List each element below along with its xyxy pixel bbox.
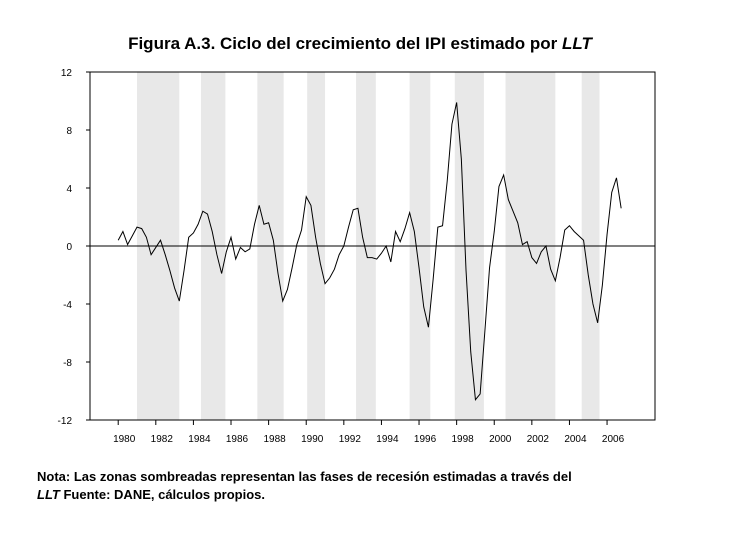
x-tick-label: 1982 [151, 434, 174, 445]
y-tick-label: -12 [58, 416, 73, 427]
x-tick-label: 1988 [263, 434, 286, 445]
y-tick-label: 0 [66, 242, 72, 253]
x-tick-label: 1998 [452, 434, 475, 445]
plot-frame [89, 71, 656, 421]
x-tick-label: 1992 [339, 434, 362, 445]
chart-title: Figura A.3. Ciclo del crecimiento del IP… [128, 34, 593, 53]
series-line [117, 102, 622, 401]
y-tick-label: 8 [66, 126, 72, 137]
x-tick-label: 1986 [226, 434, 249, 445]
note-emphasis: LLT [37, 487, 61, 502]
x-tick-label: 1996 [414, 434, 437, 445]
y-tick-label: 12 [61, 68, 73, 79]
x-tick-label: 1994 [376, 434, 399, 445]
note-text: Fuente: DANE, cálculos propios. [63, 487, 265, 502]
y-tick-label: 4 [66, 184, 72, 195]
note: Nota: Las zonas sombreadas representan l… [37, 469, 572, 484]
x-tick-label: 2002 [527, 434, 550, 445]
note: LLT Fuente: DANE, cálculos propios. [37, 487, 265, 502]
plot-area: -12 -8 -4 0 4 8 12 1980 1982 1984 1986 1988 1990 1992… [58, 68, 656, 445]
x-tick-label: 2004 [564, 434, 587, 445]
x-tick-label: 2006 [602, 434, 625, 445]
x-tick-label: 1990 [301, 434, 324, 445]
x-tick-label: 1980 [113, 434, 136, 445]
y-tick-label: -8 [63, 358, 72, 369]
title-emphasis: LLT [562, 34, 594, 53]
y-tick-label: -4 [63, 300, 72, 311]
x-tick-label: 2000 [489, 434, 512, 445]
title-text: Figura A.3. Ciclo del crecimiento del IP… [128, 34, 558, 53]
x-tick-label: 1984 [188, 434, 211, 445]
